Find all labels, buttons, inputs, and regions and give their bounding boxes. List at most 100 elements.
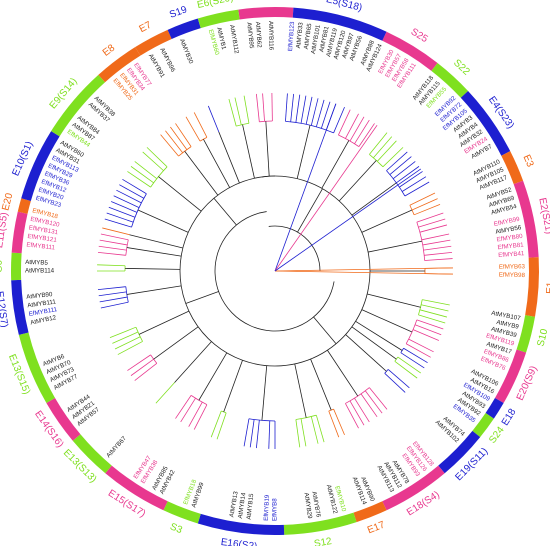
branch xyxy=(424,251,453,256)
branch xyxy=(351,326,397,360)
branch xyxy=(193,404,208,430)
branch xyxy=(315,415,325,443)
branch xyxy=(98,291,127,297)
leaf-label: EfMYB98 xyxy=(499,272,526,279)
leaf-label: AtMYB13 xyxy=(228,490,240,518)
branch xyxy=(320,101,331,129)
branch xyxy=(400,352,425,369)
branch xyxy=(392,161,416,179)
branch xyxy=(400,348,404,353)
ring-segment xyxy=(197,9,240,29)
leaf-label: AtMYB30 xyxy=(178,38,194,65)
leaf-label: AtMYB114 xyxy=(25,268,55,275)
branch xyxy=(150,354,158,364)
branch xyxy=(349,400,365,426)
subgroup-label: S19 xyxy=(168,4,189,21)
branch xyxy=(321,140,350,189)
branch xyxy=(228,98,237,127)
branch xyxy=(190,395,208,406)
ring-segment xyxy=(51,74,106,137)
branch xyxy=(424,258,453,261)
branch xyxy=(100,301,129,309)
leaf-label: AtMYB14 xyxy=(237,492,248,519)
leaf-label: AtMYB67 xyxy=(105,435,128,460)
branch xyxy=(110,201,138,213)
leaf-label: EfMYB111 xyxy=(28,306,58,318)
leaf-label: AtMYB15 xyxy=(246,493,256,520)
branch xyxy=(361,209,413,233)
branch xyxy=(382,147,404,168)
branch xyxy=(384,369,389,374)
branch xyxy=(117,341,143,355)
branch xyxy=(338,160,377,202)
branch xyxy=(274,168,422,272)
branch xyxy=(361,309,413,333)
subgroup-label: S12 xyxy=(313,536,333,546)
ring-segment xyxy=(438,430,481,474)
branch xyxy=(109,326,137,339)
subgroup-label: E3 xyxy=(520,153,535,169)
leaf-label: AtMYB29 xyxy=(303,492,314,519)
branch xyxy=(384,373,406,393)
branch xyxy=(360,393,378,418)
leaf-label: AtMYB33 xyxy=(295,21,305,48)
branch xyxy=(198,352,228,401)
subgroup-label: E20 xyxy=(0,192,15,212)
branch xyxy=(409,192,436,206)
branch xyxy=(313,316,337,345)
branch xyxy=(338,109,351,136)
branch xyxy=(404,181,430,197)
branch xyxy=(175,395,192,419)
branch xyxy=(221,410,227,414)
branch xyxy=(338,134,360,147)
branch xyxy=(369,387,388,410)
branch xyxy=(127,171,151,188)
leaf-label: AtMYB56 xyxy=(495,224,523,236)
branch xyxy=(122,178,147,195)
branch xyxy=(179,175,276,361)
leaf-label: EfMYB121 xyxy=(27,233,58,244)
branch xyxy=(138,310,190,335)
ring-segment xyxy=(105,465,168,511)
branch xyxy=(300,95,307,124)
subgroup-label: E2(S21) xyxy=(536,197,550,235)
branch xyxy=(261,175,371,288)
branch xyxy=(150,166,168,188)
branch xyxy=(259,120,273,123)
branch xyxy=(394,360,418,379)
branch xyxy=(97,251,126,256)
ring-segment xyxy=(135,29,172,56)
branch xyxy=(351,182,397,216)
branch xyxy=(349,116,365,142)
branch xyxy=(218,131,240,184)
branch xyxy=(214,211,335,332)
branch xyxy=(294,363,307,418)
subgroup-label: E8 xyxy=(101,42,118,58)
branch xyxy=(389,156,412,175)
branch xyxy=(265,121,270,177)
subgroup-label: S3 xyxy=(168,521,184,536)
subgroup-label: E11(S5) xyxy=(0,212,10,249)
branch xyxy=(419,309,448,318)
branch xyxy=(165,130,183,154)
leaf-label: EfMYB80 xyxy=(496,233,523,244)
branch xyxy=(345,113,359,139)
branch xyxy=(210,410,222,438)
ring-segment xyxy=(18,332,56,403)
branch xyxy=(97,264,126,267)
ring-segment xyxy=(292,7,387,41)
branch xyxy=(405,343,431,358)
branch xyxy=(134,161,158,179)
branch xyxy=(185,291,219,304)
branch xyxy=(108,206,136,218)
branch xyxy=(387,369,410,389)
ring-segment xyxy=(98,47,141,83)
ring-segment xyxy=(472,413,494,438)
branch xyxy=(310,416,319,444)
branch xyxy=(364,390,383,414)
branch xyxy=(397,356,422,374)
ring-segment xyxy=(163,501,201,524)
ring-segment xyxy=(501,151,524,185)
